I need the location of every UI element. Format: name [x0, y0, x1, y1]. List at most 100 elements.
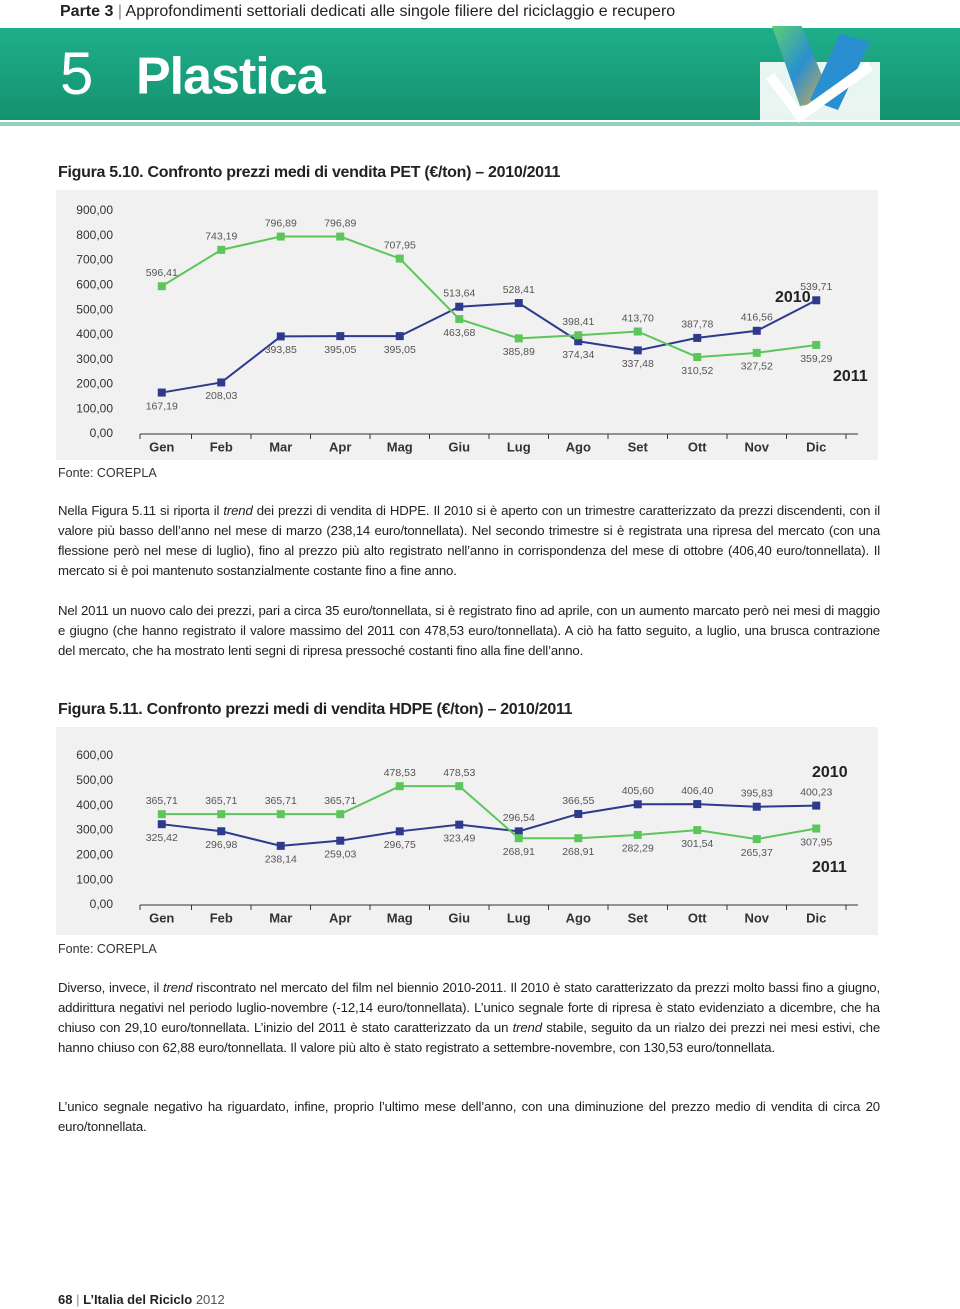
data-label: 268,91 — [503, 846, 535, 858]
paragraph: Nella Figura 5.11 si riporta il trend de… — [58, 501, 880, 581]
y-tick-label: 700,00 — [76, 253, 113, 267]
y-tick-label: 200,00 — [76, 848, 113, 862]
legend-label: 2011 — [812, 859, 847, 876]
data-label: 395,05 — [384, 344, 416, 356]
x-tick-label: Apr — [329, 439, 351, 454]
data-label: 539,71 — [800, 281, 832, 293]
x-tick-label: Nov — [744, 439, 769, 454]
data-label: 463,68 — [443, 327, 475, 339]
data-point — [217, 245, 226, 254]
data-label: 323,49 — [443, 832, 475, 844]
data-label: 405,60 — [622, 785, 654, 797]
data-point — [276, 841, 285, 850]
publication: L’Italia del Riciclo — [83, 1292, 193, 1307]
chapter-number: 5 — [60, 40, 93, 107]
data-label: 365,71 — [324, 795, 356, 807]
data-label: 406,40 — [681, 785, 713, 797]
data-point — [812, 340, 821, 349]
figure-title: Figura 5.11. Confronto prezzi medi di ve… — [58, 701, 573, 718]
y-tick-label: 500,00 — [76, 773, 113, 787]
data-label: 359,29 — [800, 353, 832, 365]
data-point — [455, 315, 464, 324]
data-point — [574, 809, 583, 818]
data-label: 325,42 — [146, 832, 178, 844]
data-label: 365,71 — [146, 795, 178, 807]
data-point — [276, 810, 285, 819]
data-label: 395,05 — [324, 344, 356, 356]
data-label: 296,98 — [205, 839, 237, 851]
x-tick-label: Lug — [507, 439, 531, 454]
data-label: 167,19 — [146, 400, 178, 412]
data-point — [455, 782, 464, 791]
y-tick-label: 100,00 — [76, 401, 113, 415]
legend-label: 2010 — [775, 289, 811, 306]
data-point — [276, 232, 285, 241]
data-point — [157, 388, 166, 397]
data-label: 366,55 — [562, 795, 594, 807]
paragraph: L’unico segnale negativo ha riguardato, … — [58, 1097, 880, 1137]
data-point — [693, 800, 702, 809]
series-line — [161, 235, 817, 359]
data-label: 307,95 — [800, 836, 832, 848]
data-label: 796,89 — [324, 217, 356, 229]
data-label: 796,89 — [265, 217, 297, 229]
data-point — [574, 834, 583, 843]
data-point — [812, 824, 821, 833]
x-tick-label: Feb — [210, 439, 233, 454]
data-label: 385,89 — [503, 346, 535, 358]
data-label: 398,41 — [562, 316, 594, 328]
data-label: 478,53 — [384, 767, 416, 779]
data-label: 365,71 — [265, 795, 297, 807]
text-run: Nel 2011 un nuovo calo dei prezzi, pari … — [58, 603, 880, 658]
data-point — [514, 299, 523, 308]
y-tick-label: 900,00 — [76, 203, 113, 217]
data-label: 528,41 — [503, 284, 535, 296]
y-tick-label: 200,00 — [76, 377, 113, 391]
text-run: riscontrato nel mercato del film nel bie… — [58, 980, 880, 1035]
series-line — [161, 299, 817, 394]
data-point — [514, 834, 523, 843]
data-label: 282,29 — [622, 843, 654, 855]
data-point — [693, 353, 702, 362]
data-label: 268,91 — [562, 846, 594, 858]
x-tick-label: Ott — [688, 439, 707, 454]
x-tick-label: Ago — [566, 910, 591, 925]
y-tick-label: 600,00 — [76, 748, 113, 762]
x-tick-label: Apr — [329, 910, 351, 925]
data-point — [217, 378, 226, 387]
data-point — [157, 810, 166, 819]
legend-label: 2010 — [812, 764, 848, 781]
x-tick-label: Lug — [507, 910, 531, 925]
x-tick-label: Gen — [149, 910, 174, 925]
series-line — [161, 785, 817, 841]
italic-text: trend — [162, 980, 193, 995]
data-label: 513,64 — [443, 288, 475, 300]
data-label: 208,03 — [205, 390, 237, 402]
data-point — [693, 826, 702, 835]
x-tick-label: Mag — [387, 439, 413, 454]
figure-title: Figura 5.10. Confronto prezzi medi di ve… — [58, 164, 561, 181]
data-point — [276, 332, 285, 341]
x-tick-label: Giu — [448, 439, 470, 454]
data-label: 301,54 — [681, 838, 713, 850]
italic-text: trend — [512, 1020, 542, 1035]
separator: | — [117, 3, 122, 20]
legend-label: 2011 — [833, 368, 868, 385]
data-point — [336, 836, 345, 845]
year: 2012 — [195, 1292, 225, 1307]
data-point — [633, 830, 642, 839]
series-line — [161, 803, 817, 847]
running-header: Parte 3 | Approfondimenti settoriali ded… — [60, 3, 675, 21]
chapter-icon — [760, 26, 880, 123]
data-point — [336, 232, 345, 241]
chart-background — [56, 727, 878, 935]
data-point — [217, 827, 226, 836]
data-point — [157, 820, 166, 829]
data-label: 743,19 — [205, 231, 237, 243]
page-number: 68 — [58, 1292, 73, 1307]
y-tick-label: 600,00 — [76, 278, 113, 292]
data-point — [633, 346, 642, 355]
x-tick-label: Mar — [269, 439, 292, 454]
text-run: L’unico segnale negativo ha riguardato, … — [58, 1099, 880, 1134]
y-tick-label: 400,00 — [76, 798, 113, 812]
